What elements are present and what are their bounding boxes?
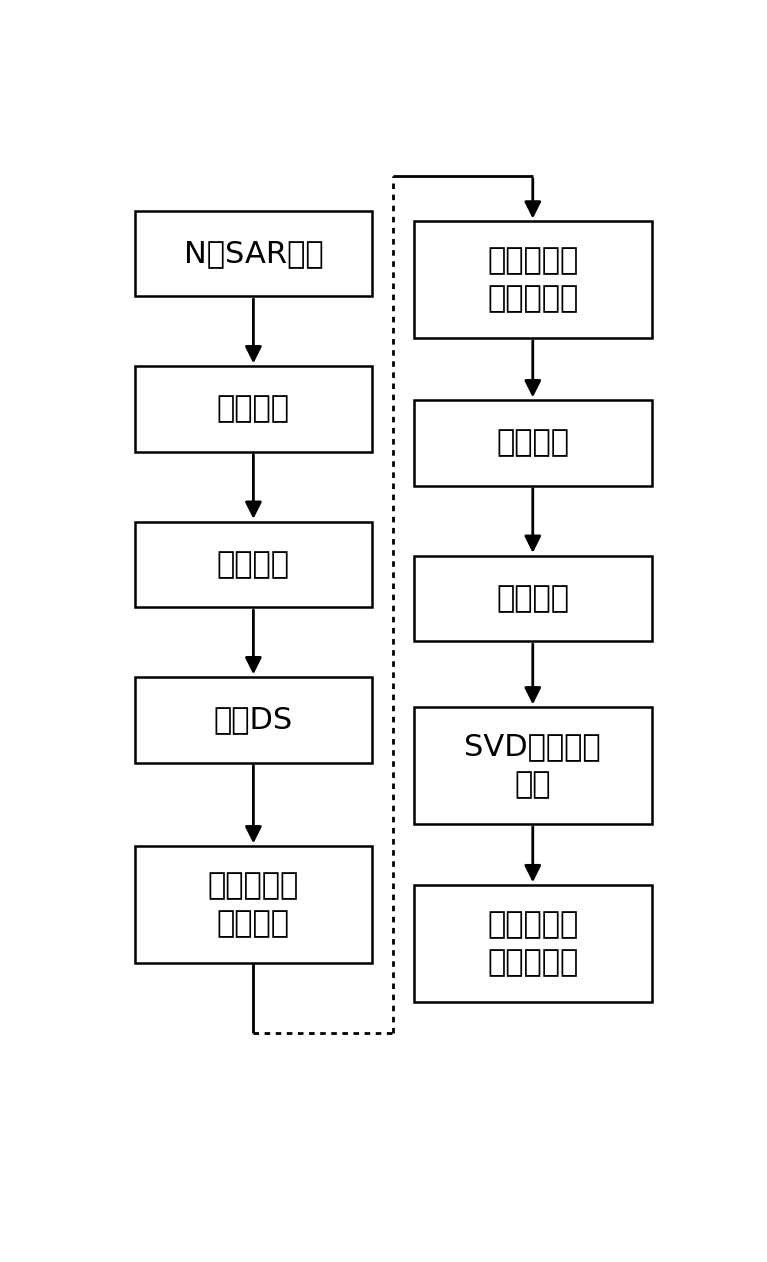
FancyBboxPatch shape [414, 555, 652, 641]
FancyBboxPatch shape [134, 847, 372, 963]
Text: 基线估计: 基线估计 [496, 429, 569, 457]
Text: 多视处理: 多视处理 [217, 550, 290, 579]
FancyBboxPatch shape [134, 366, 372, 452]
Text: 提取DS: 提取DS [214, 705, 293, 734]
Text: 相位解缠: 相位解缠 [496, 584, 569, 613]
Text: 去平地相位
与地形相位: 去平地相位 与地形相位 [487, 246, 578, 313]
FancyBboxPatch shape [134, 211, 372, 297]
Text: SVD求形变与
高程: SVD求形变与 高程 [465, 732, 601, 799]
FancyBboxPatch shape [414, 221, 652, 338]
FancyBboxPatch shape [414, 400, 652, 486]
Text: N幅SAR影像: N幅SAR影像 [183, 239, 323, 268]
FancyBboxPatch shape [134, 678, 372, 762]
Text: 影像配准: 影像配准 [217, 395, 290, 424]
FancyBboxPatch shape [414, 885, 652, 1002]
FancyBboxPatch shape [414, 707, 652, 824]
Text: 小基线集干
涉图生成: 小基线集干 涉图生成 [208, 871, 299, 938]
Text: 大气与非线
性形变求解: 大气与非线 性形变求解 [487, 910, 578, 977]
FancyBboxPatch shape [134, 521, 372, 607]
